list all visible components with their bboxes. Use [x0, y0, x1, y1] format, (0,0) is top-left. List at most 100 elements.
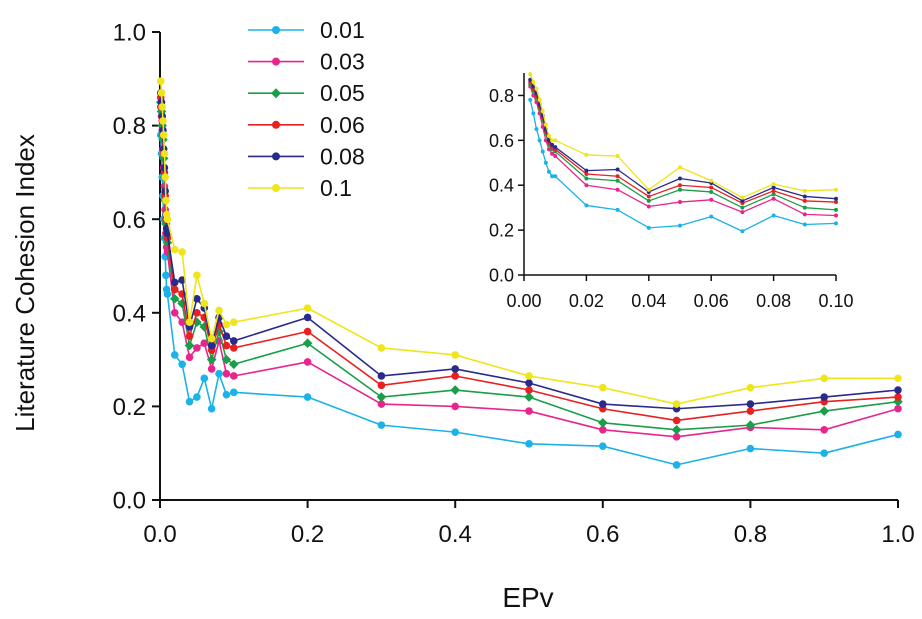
inset-data-point — [678, 165, 682, 170]
x-tick-label: 0.2 — [291, 521, 324, 548]
inset-x-tick-label: 0.00 — [506, 291, 541, 311]
data-point — [746, 400, 755, 408]
data-point — [599, 442, 607, 450]
main-plot: 0.0 0.2 0.4 0.6 0.8 1.0 0.0 0.2 0.4 0.6 0.8 1.0 — [113, 20, 915, 548]
data-point — [178, 360, 186, 369]
inset-data-point — [709, 197, 714, 202]
data-point — [163, 290, 172, 298]
inset-data-point — [771, 188, 776, 193]
inset-data-point — [771, 182, 776, 187]
inset-data-point — [553, 138, 558, 143]
data-point — [185, 397, 194, 406]
inset-data-point — [537, 97, 542, 102]
inset-data-point — [740, 210, 745, 215]
inset-data-point — [740, 229, 745, 234]
data-point — [185, 332, 194, 341]
data-point — [170, 245, 179, 254]
data-point — [206, 354, 217, 365]
inset-data-point — [540, 149, 545, 154]
inset-data-point — [546, 169, 551, 174]
inset-y-tick-label: 0.2 — [489, 221, 514, 241]
inset-y-tick-label: 0.8 — [489, 86, 514, 106]
data-point — [193, 393, 201, 401]
inset-data-point — [584, 203, 589, 208]
inset-data-point — [646, 187, 651, 192]
inset-data-point — [834, 221, 838, 226]
y-tick-label: 1.0 — [113, 20, 146, 47]
data-point — [156, 77, 165, 85]
legend: 0.01 0.03 0.05 0.06 0.08 0.1 — [248, 17, 365, 201]
data-point — [525, 386, 533, 394]
data-point — [894, 374, 902, 383]
inset-series-line-4 — [529, 79, 837, 202]
data-point — [599, 426, 607, 434]
data-point — [525, 407, 533, 415]
data-point — [184, 340, 195, 351]
inset-data-point — [537, 138, 542, 143]
data-point — [672, 461, 681, 469]
data-point — [222, 369, 231, 378]
inset-data-point — [528, 72, 533, 77]
data-point — [376, 392, 387, 402]
inset-data-point — [584, 183, 589, 188]
data-point — [185, 318, 194, 326]
data-point — [169, 293, 180, 304]
data-point — [377, 372, 386, 380]
data-point — [161, 173, 169, 181]
inset-data-point — [646, 198, 651, 203]
data-point — [170, 351, 179, 359]
inset-data-point — [771, 192, 776, 197]
inset-data-point — [534, 127, 539, 132]
inset-data-point — [740, 198, 745, 203]
data-point — [230, 388, 238, 397]
inset-data-point — [802, 205, 807, 210]
x-tick-label: 0.4 — [439, 521, 472, 548]
data-point — [193, 309, 201, 317]
inset-data-point — [834, 207, 838, 212]
data-point — [377, 400, 386, 408]
data-point — [672, 433, 681, 441]
inset-data-point — [740, 205, 745, 210]
data-point — [894, 404, 902, 413]
inset-data-point — [802, 188, 807, 193]
inset-data-point — [678, 183, 682, 188]
y-tick-label: 0.6 — [113, 207, 146, 234]
y-tick-label: 0.0 — [113, 488, 146, 515]
data-point — [221, 354, 232, 365]
x-tick-label: 1.0 — [881, 521, 914, 548]
y-tick-label: 0.2 — [113, 394, 146, 421]
data-point — [160, 149, 169, 158]
series-line-0.1 — [159, 81, 898, 405]
data-point — [207, 365, 216, 373]
data-point — [178, 276, 186, 284]
inset-data-point — [550, 151, 555, 156]
inset-data-point — [646, 194, 651, 199]
data-point — [746, 407, 755, 415]
inset-data-point — [550, 138, 555, 143]
inset-data-point — [678, 176, 682, 181]
inset-data-point — [834, 187, 838, 192]
data-point — [525, 440, 533, 448]
series-line-0.06 — [159, 97, 899, 422]
inset-data-point — [546, 147, 551, 152]
data-point — [671, 425, 682, 435]
inset-data-point — [615, 174, 620, 179]
inset-data-point — [553, 154, 558, 159]
data-point — [599, 383, 607, 392]
inset-data-point — [834, 213, 838, 218]
inset-series-line-2 — [529, 83, 837, 211]
inset-data-point — [528, 97, 533, 102]
x-tick-label: 0.6 — [586, 521, 619, 548]
inset-y-tick-label: 0.0 — [489, 265, 514, 285]
data-point — [377, 344, 386, 352]
data-point — [170, 278, 179, 287]
data-point — [672, 416, 681, 425]
inset-data-point — [771, 213, 776, 218]
data-point — [303, 313, 312, 322]
inset-data-point — [550, 174, 555, 179]
inset-data-point — [553, 174, 558, 179]
legend-label: 0.03 — [320, 49, 365, 75]
data-point — [377, 381, 386, 390]
inset-data-point — [646, 225, 651, 230]
data-point — [159, 131, 168, 139]
